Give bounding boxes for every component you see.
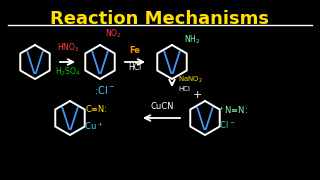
Text: ·Cu$^+$: ·Cu$^+$ — [82, 120, 103, 132]
Text: +: + — [192, 90, 202, 100]
Text: HCl: HCl — [128, 63, 142, 72]
Text: :Cl$^-$: :Cl$^-$ — [94, 84, 116, 96]
Text: $^+$N≡N:: $^+$N≡N: — [217, 104, 248, 116]
Text: C≡N:: C≡N: — [85, 105, 107, 114]
Text: HCl: HCl — [178, 86, 190, 92]
Text: Reaction Mechanisms: Reaction Mechanisms — [51, 10, 269, 28]
Text: NH$_2$: NH$_2$ — [184, 33, 200, 46]
Text: :Cl$^-$: :Cl$^-$ — [217, 118, 236, 129]
Text: NaNO$_2$: NaNO$_2$ — [178, 75, 203, 85]
Text: HNO$_3$: HNO$_3$ — [57, 42, 79, 54]
Text: Fe: Fe — [130, 46, 140, 55]
Text: CuCN: CuCN — [150, 102, 174, 111]
Text: H$_2$SO$_4$: H$_2$SO$_4$ — [55, 65, 81, 78]
Text: NO$_2$: NO$_2$ — [105, 28, 122, 40]
